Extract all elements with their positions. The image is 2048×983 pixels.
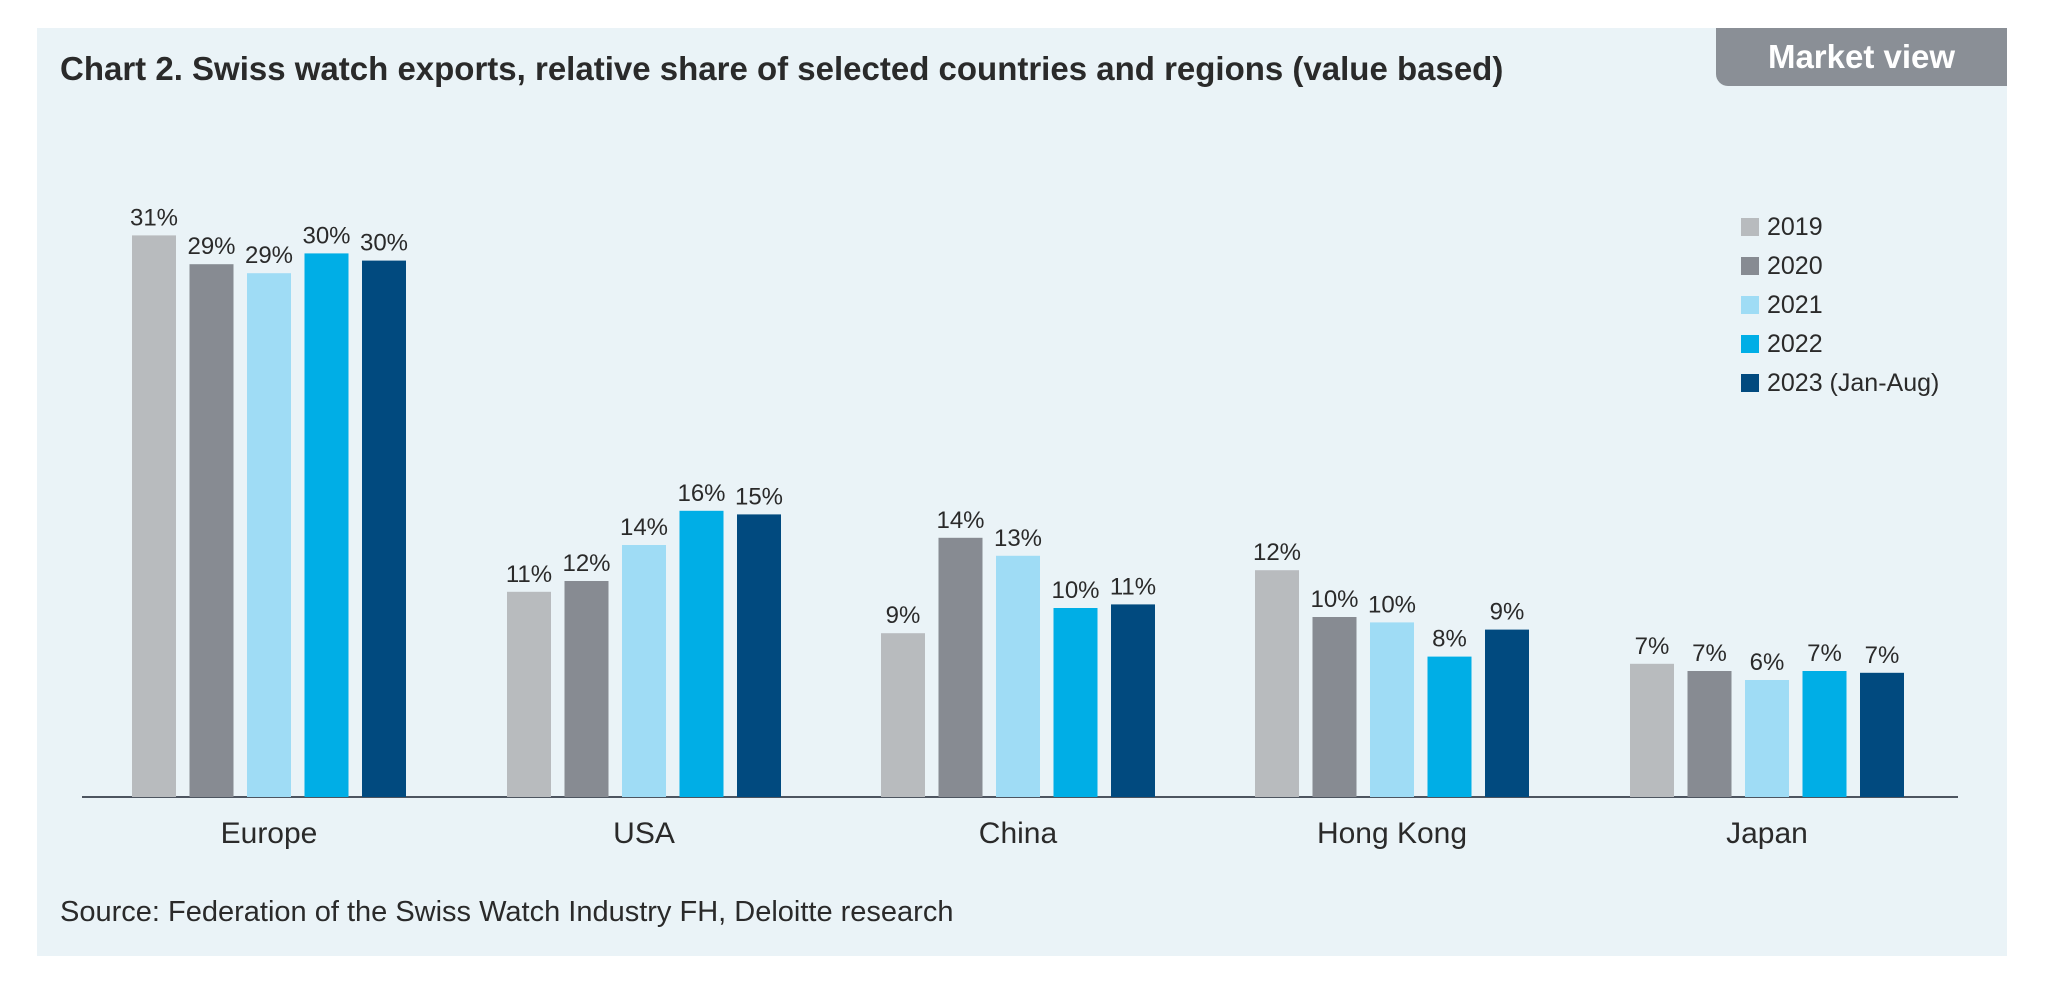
legend-swatch (1741, 296, 1759, 314)
bar-europe-2021 (247, 273, 291, 797)
category-label: Europe (221, 817, 318, 850)
source-note: Source: Federation of the Swiss Watch In… (60, 896, 954, 928)
value-label: 10% (1368, 591, 1416, 618)
bar-china-2023 (1111, 604, 1155, 797)
bar-europe-2019 (132, 235, 176, 797)
bar-usa-2022 (679, 510, 724, 797)
category-label: China (979, 817, 1058, 850)
category-label: Hong Kong (1317, 817, 1467, 850)
value-label: 8% (1432, 626, 1467, 653)
value-label: 12% (1253, 539, 1301, 566)
value-label: 12% (562, 550, 610, 577)
value-label: 30% (360, 230, 408, 257)
value-label: 6% (1750, 649, 1785, 676)
bar-hong-kong-2021 (1370, 622, 1414, 797)
bar-japan-2022 (1802, 671, 1847, 797)
category-labels: Europe USA China Hong Kong Japan (221, 817, 1808, 850)
bar-group (132, 235, 1904, 798)
value-label: 16% (677, 480, 725, 507)
bar-hong-kong-2023 (1485, 629, 1529, 797)
value-label: 30% (302, 222, 350, 249)
value-label: 29% (245, 242, 293, 269)
value-label: 31% (130, 204, 178, 231)
bar-hong-kong-2022 (1427, 656, 1472, 797)
bar-hong-kong-2020 (1312, 617, 1357, 797)
category-label: Japan (1726, 817, 1808, 850)
value-label: 14% (620, 514, 668, 541)
legend-swatch (1741, 218, 1759, 236)
legend-swatch (1741, 257, 1759, 275)
bar-japan-2021 (1745, 680, 1789, 797)
bar-japan-2023 (1860, 672, 1904, 797)
value-label: 13% (994, 525, 1042, 552)
value-label: 7% (1635, 633, 1670, 660)
value-label: 9% (1490, 599, 1525, 626)
legend-swatch (1741, 335, 1759, 353)
legend-label: 2019 (1767, 213, 1823, 241)
value-label: 11% (506, 561, 552, 588)
value-label: 10% (1051, 577, 1099, 604)
bar-usa-2023 (737, 514, 781, 797)
bar-europe-2023 (362, 260, 406, 798)
bar-europe-2020 (189, 264, 234, 797)
value-label: 7% (1807, 640, 1842, 667)
value-label: 11% (1110, 573, 1156, 600)
category-label: USA (613, 817, 675, 850)
chart-title: Chart 2. Swiss watch exports, relative s… (60, 50, 1504, 87)
value-label: 9% (886, 602, 921, 629)
value-label: 7% (1865, 642, 1900, 669)
bar-usa-2019 (507, 591, 551, 797)
legend-swatch (1741, 374, 1759, 392)
value-labels: 31% 29% 29% 30% 30% 11% 12% 14% 16% 15% 9% 14% 13% 10… (130, 204, 1899, 676)
legend-label: 2022 (1767, 330, 1823, 358)
bar-china-2021 (996, 555, 1040, 797)
value-label: 10% (1310, 586, 1358, 613)
bar-china-2022 (1053, 608, 1098, 797)
market-view-tab[interactable]: Market view (1716, 28, 2007, 86)
legend-label: 2021 (1767, 291, 1823, 319)
legend-label: 2023 (Jan-Aug) (1767, 369, 1939, 397)
value-label: 14% (936, 507, 984, 534)
bar-hong-kong-2019 (1255, 570, 1299, 797)
bar-china-2020 (938, 537, 983, 797)
bar-china-2019 (881, 633, 925, 797)
value-label: 7% (1692, 640, 1727, 667)
bar-japan-2020 (1687, 671, 1732, 797)
legend-label: 2020 (1767, 252, 1823, 280)
bar-usa-2021 (622, 545, 666, 797)
bar-japan-2019 (1630, 663, 1674, 797)
bar-europe-2022 (304, 253, 349, 797)
value-label: 29% (187, 233, 235, 260)
value-label: 15% (735, 483, 783, 510)
bar-usa-2020 (564, 581, 609, 797)
legend: 2019 2020 2021 2022 2023 (Jan-Aug) (1741, 213, 1939, 397)
